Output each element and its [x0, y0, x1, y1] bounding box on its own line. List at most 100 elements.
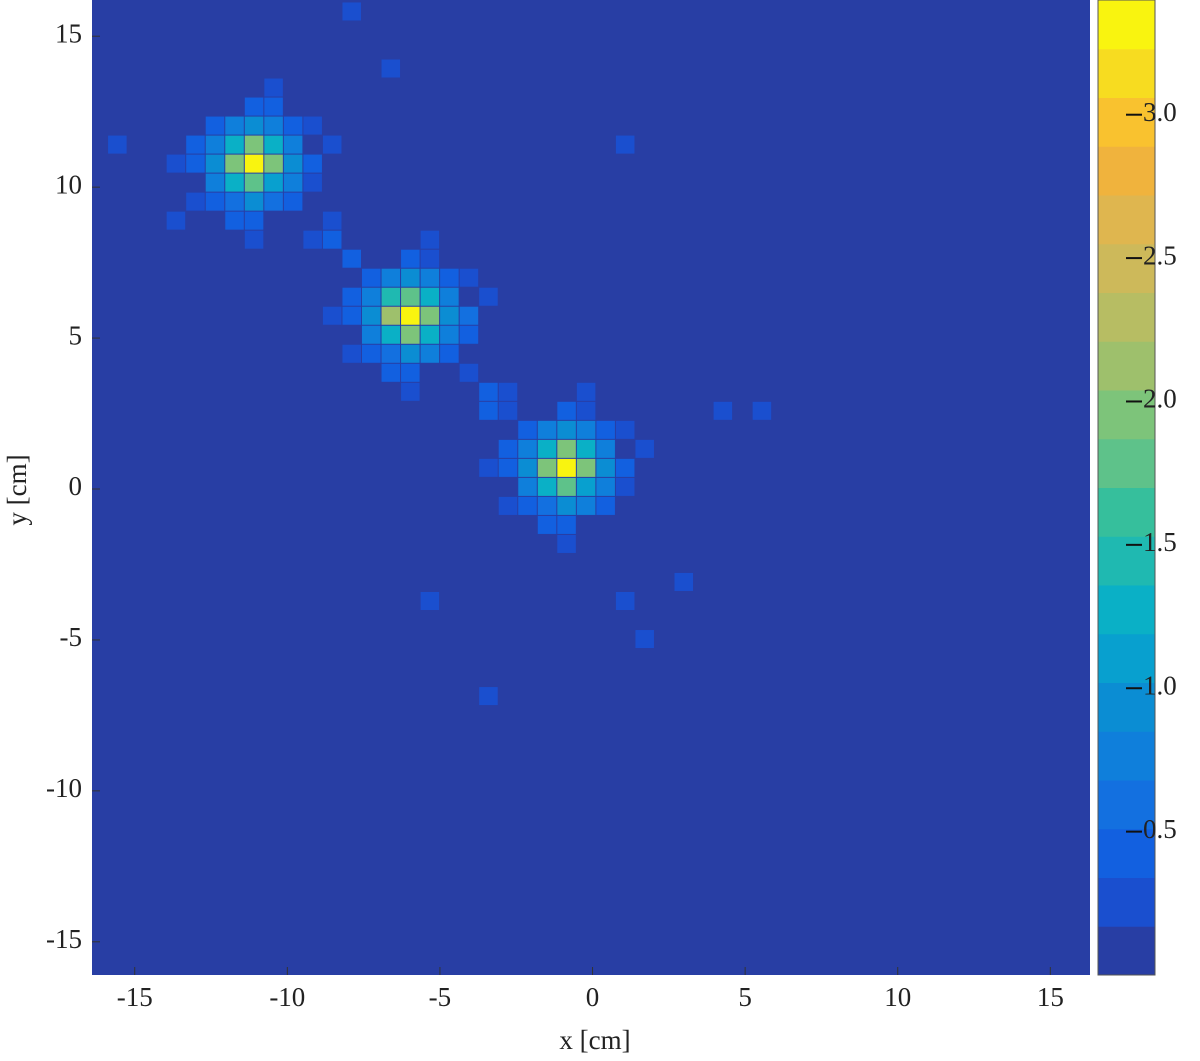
heatmap-cell	[322, 135, 342, 154]
heatmap-cell	[557, 401, 576, 420]
heatmap-cell	[713, 401, 733, 420]
heatmap-cell	[576, 401, 596, 420]
heatmap-cell	[225, 135, 244, 154]
heatmap-cell	[420, 287, 440, 306]
heatmap-cell	[479, 287, 498, 306]
heatmap-cell	[264, 192, 283, 211]
y-tick-label: -5	[60, 622, 83, 652]
heatmap-cell	[381, 344, 401, 363]
heatmap-cell	[420, 344, 440, 363]
y-tick-label: 5	[69, 320, 83, 350]
colorbar-band	[1098, 341, 1155, 391]
heatmap-cell	[479, 401, 498, 420]
heatmap-cell	[401, 344, 420, 363]
heatmap-cell	[557, 458, 576, 477]
heatmap-cell	[381, 287, 401, 306]
heatmap-cell	[557, 439, 576, 458]
heatmap-cell	[537, 496, 557, 515]
colorbar-band	[1098, 487, 1155, 537]
heatmap-cell	[479, 687, 498, 706]
colorbar-band	[1098, 926, 1155, 976]
heatmap-cell	[264, 154, 283, 173]
colorbar-band	[1098, 0, 1155, 50]
heatmap-cell	[576, 477, 596, 496]
heatmap-cell	[752, 401, 772, 420]
heatmap-cell	[576, 496, 596, 515]
x-tick-label: 10	[884, 982, 911, 1012]
heatmap-cell	[518, 477, 537, 496]
heatmap-cell	[557, 496, 576, 515]
heatmap-cell	[361, 344, 381, 363]
heatmap-cell	[381, 268, 401, 287]
colorbar-tick-label: 3.0	[1143, 97, 1177, 127]
heatmap-cell	[342, 249, 361, 268]
heatmap-cell	[401, 363, 420, 382]
heatmap-cell	[303, 173, 322, 192]
heatmap-cell	[205, 192, 225, 211]
heatmap-cell	[225, 192, 244, 211]
heatmap-cell	[225, 173, 244, 192]
heatmap-cell	[108, 135, 127, 154]
colorbar-band	[1098, 828, 1155, 878]
heatmap-cell	[479, 458, 498, 477]
heatmap-cell	[244, 116, 264, 135]
heatmap-cell	[244, 230, 264, 249]
heatmap-cell	[342, 287, 361, 306]
heatmap-cell	[361, 268, 381, 287]
heatmap-cell	[401, 249, 420, 268]
heatmap-cell	[186, 154, 205, 173]
colorbar-band	[1098, 780, 1155, 830]
heatmap-cell	[244, 135, 264, 154]
heatmap-cell	[615, 458, 635, 477]
colorbar-frame	[1097, 0, 1156, 976]
colorbar-band	[1098, 243, 1155, 293]
heatmap-cell	[420, 306, 440, 325]
heatmap-cell	[225, 211, 244, 230]
heatmap-cell	[283, 135, 303, 154]
heatmap-cell	[459, 363, 479, 382]
heatmap-cell	[479, 382, 498, 401]
colorbar-band	[1098, 97, 1155, 147]
heatmap-cell	[557, 420, 576, 439]
colorbar-band	[1098, 731, 1155, 781]
heatmap-cell	[322, 230, 342, 249]
colorbar-band	[1098, 682, 1155, 732]
heatmap-cell	[361, 325, 381, 344]
colorbar-tick-label: 0.5	[1143, 814, 1177, 844]
heatmap-cell	[557, 477, 576, 496]
heatmap-cell	[283, 154, 303, 173]
heatmap-cell	[596, 477, 615, 496]
colorbar-band	[1098, 390, 1155, 440]
y-tick-label: 10	[55, 169, 82, 199]
heatmap-cell	[186, 192, 205, 211]
colorbar-band	[1098, 877, 1155, 927]
heatmap-cell	[342, 344, 361, 363]
x-tick-label: -5	[429, 982, 452, 1012]
heatmap-cell	[401, 287, 420, 306]
heatmap-cell	[205, 116, 225, 135]
heatmap-cell	[264, 116, 283, 135]
heatmap-cell	[615, 477, 635, 496]
heatmap-cell	[401, 268, 420, 287]
heatmap-cell	[615, 420, 635, 439]
heatmap-cell	[264, 78, 283, 97]
heatmap-cell	[401, 306, 420, 325]
heatmap-cell	[498, 401, 518, 420]
heatmap-cell	[596, 458, 615, 477]
x-tick-label: -15	[117, 982, 153, 1012]
heatmap-cell	[615, 591, 635, 611]
heatmap-cell	[596, 439, 615, 458]
y-tick-label: 0	[69, 471, 83, 501]
heatmap-cell	[244, 154, 264, 173]
heatmap-cell	[635, 630, 654, 649]
heatmap-cell	[186, 135, 205, 154]
heatmap-cell	[498, 382, 518, 401]
heatmap-cell	[498, 496, 518, 515]
heatmap-cell	[518, 439, 537, 458]
heatmap-cell	[166, 154, 186, 173]
heatmap-cell	[401, 382, 420, 401]
heatmap-cell	[264, 97, 283, 116]
heatmap-cell	[440, 325, 459, 344]
